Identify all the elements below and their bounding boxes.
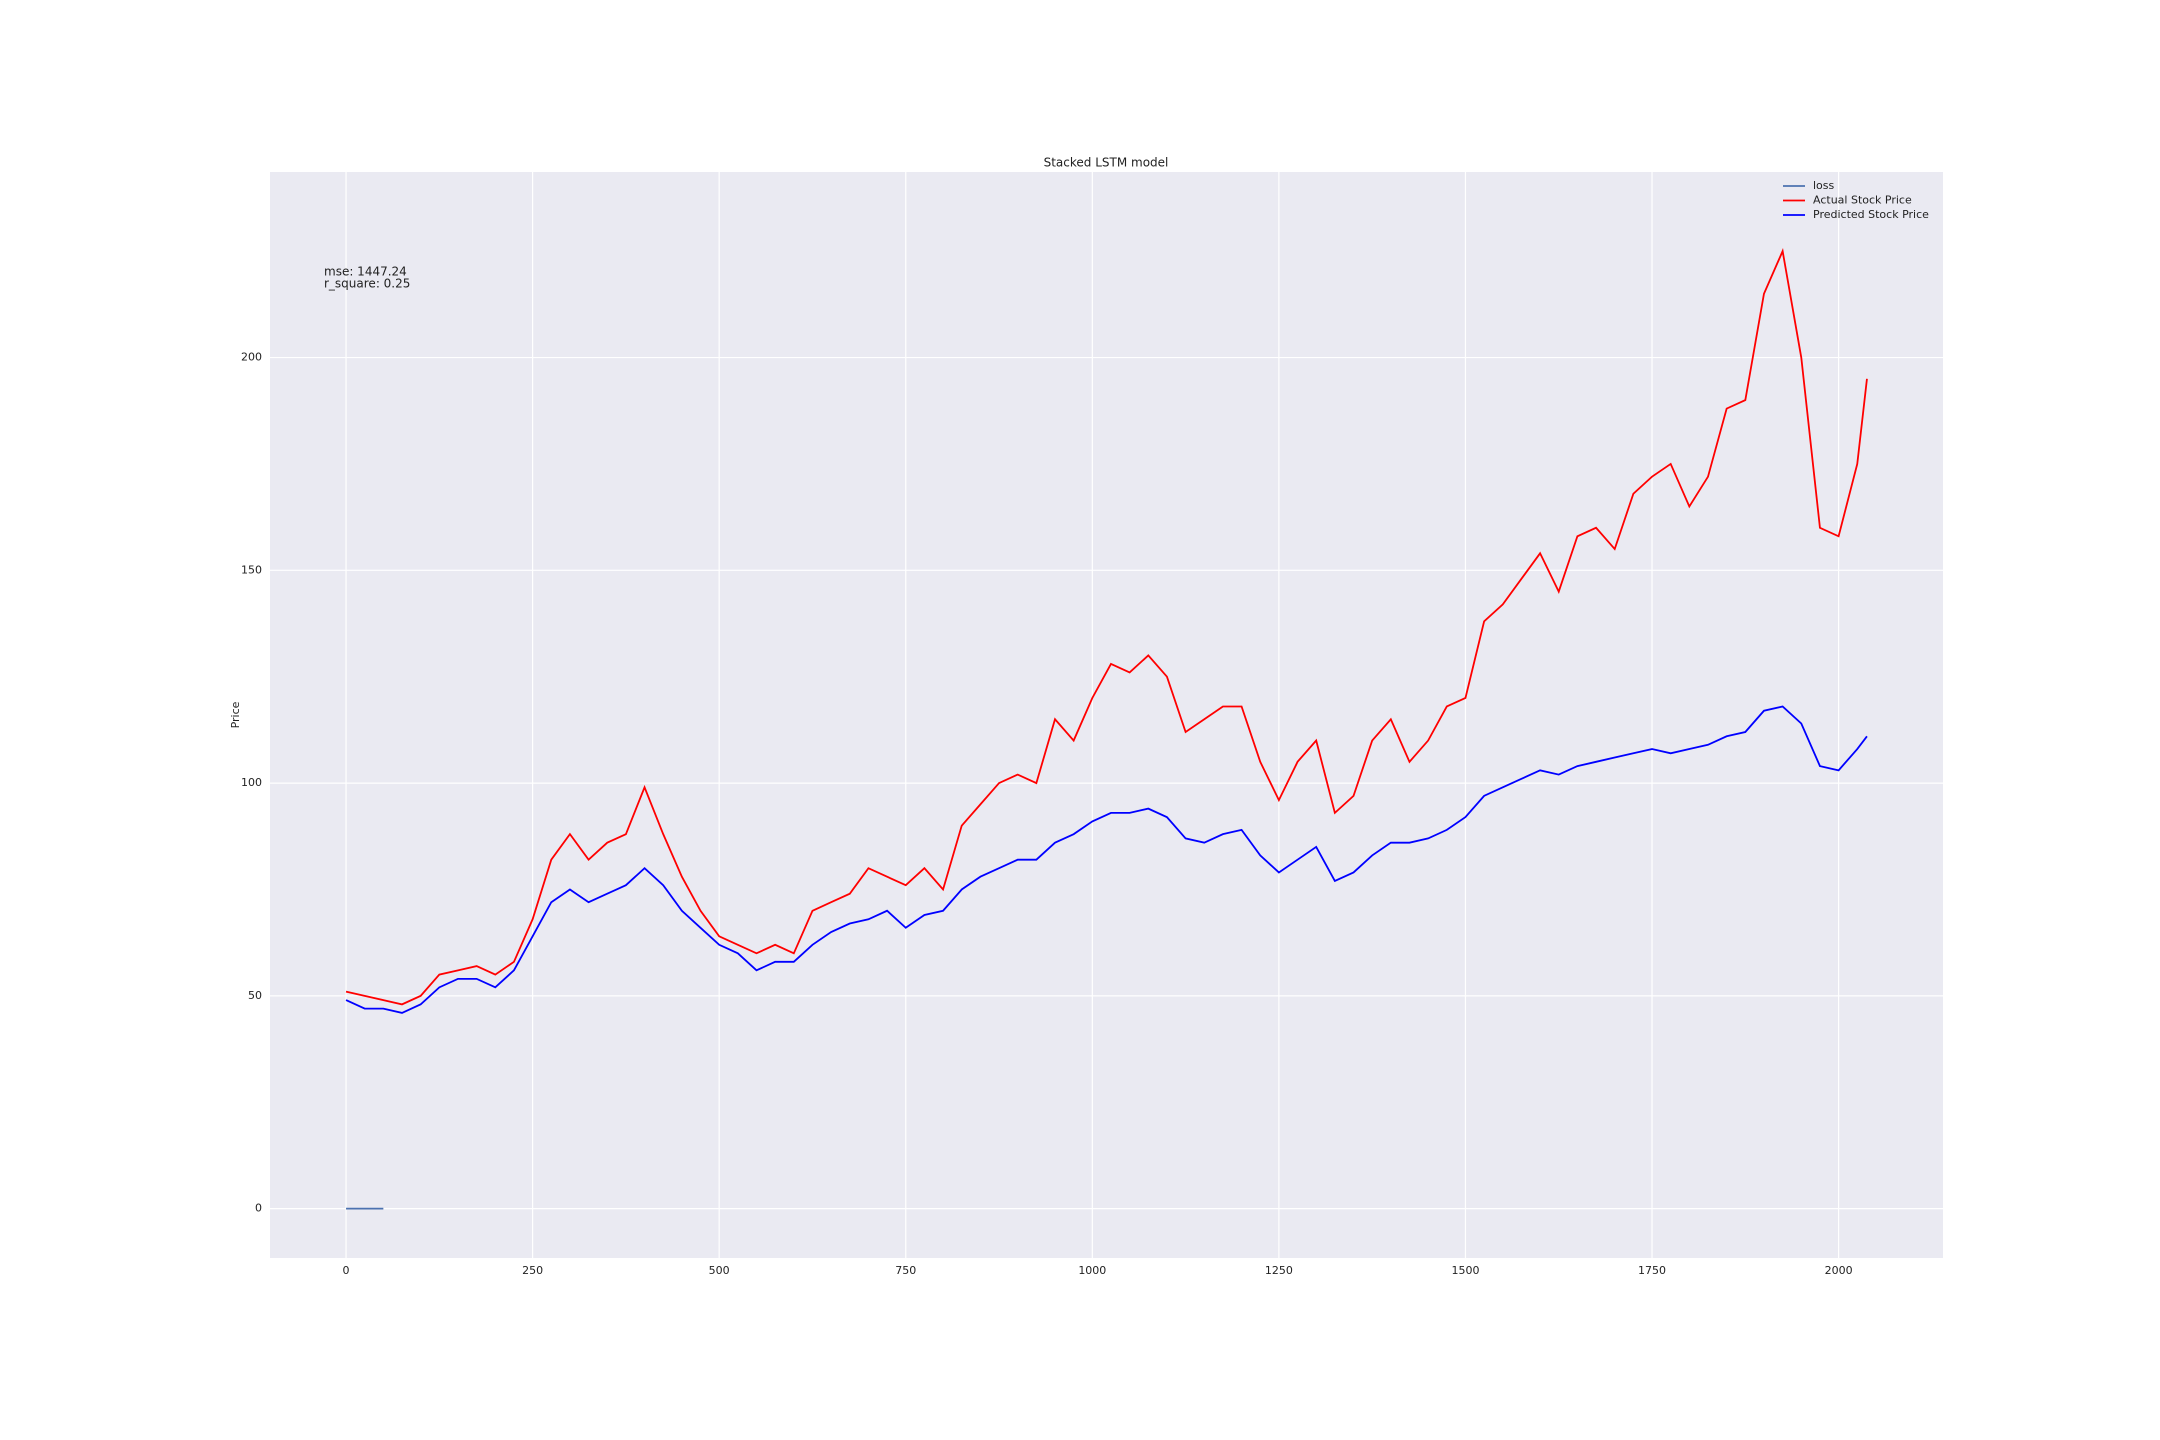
series-line	[345, 248, 1868, 1006]
legend-label: loss	[1813, 179, 1835, 192]
x-tick-label: 1250	[1265, 1264, 1293, 1277]
y-axis-label: Price	[229, 701, 242, 728]
grid	[270, 172, 1943, 1258]
legend-label: Predicted Stock Price	[1813, 208, 1929, 221]
lines	[345, 248, 1868, 1210]
annotation: r_square: 0.25	[324, 277, 410, 291]
y-tick-label: 100	[241, 776, 262, 789]
x-tick-label: 500	[709, 1264, 730, 1277]
x-tick-label: 0	[343, 1264, 350, 1277]
y-tick-label: 150	[241, 563, 262, 576]
y-tick-label: 200	[241, 351, 262, 364]
y-tick-label: 50	[248, 989, 262, 1002]
chart-title: Stacked LSTM model	[1044, 156, 1169, 170]
plot-area	[270, 172, 1943, 1258]
annotation: mse: 1447.24	[324, 265, 407, 279]
x-tick-label: 1000	[1078, 1264, 1106, 1277]
legend-label: Actual Stock Price	[1813, 194, 1912, 207]
series-line	[345, 705, 1868, 1014]
x-tick-label: 1500	[1451, 1264, 1479, 1277]
x-tick-label: 750	[895, 1264, 916, 1277]
y-tick-label: 0	[255, 1202, 262, 1215]
x-tick-label: 1750	[1638, 1264, 1666, 1277]
x-tick-label: 250	[522, 1264, 543, 1277]
x-tick-label: 2000	[1825, 1264, 1853, 1277]
